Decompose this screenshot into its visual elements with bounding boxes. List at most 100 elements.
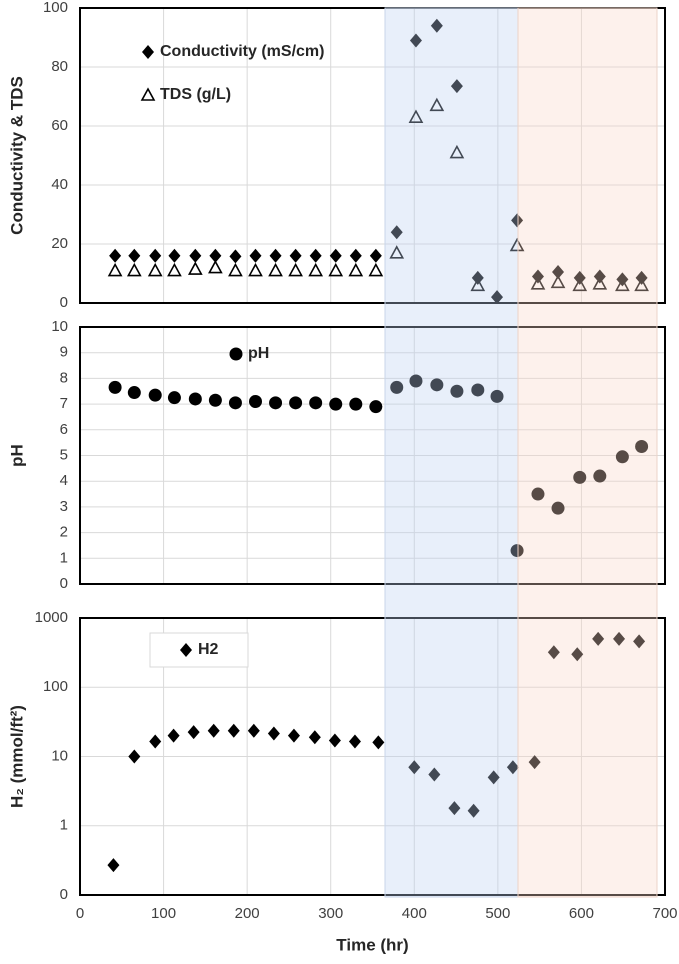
marker <box>108 380 122 394</box>
marker <box>429 97 445 112</box>
y-axis-title: Conductivity & TDS <box>7 76 26 235</box>
marker <box>128 749 141 764</box>
legend-marker <box>180 643 192 657</box>
marker <box>188 392 202 406</box>
marker <box>126 262 142 277</box>
y-tick-label: 8 <box>60 369 68 386</box>
y-tick-label: 40 <box>51 176 68 193</box>
marker <box>592 631 605 646</box>
marker <box>390 380 404 394</box>
y-axis-title: H₂ (mmol/ft²) <box>7 705 26 808</box>
marker <box>470 277 486 292</box>
y-tick-label: 0 <box>60 575 68 592</box>
marker <box>430 378 444 392</box>
marker <box>189 248 202 263</box>
marker <box>167 728 180 743</box>
marker <box>167 262 182 277</box>
y-tick-label: 100 <box>43 678 68 695</box>
marker <box>328 733 341 748</box>
marker <box>368 262 384 277</box>
marker <box>550 274 566 289</box>
marker <box>467 803 480 818</box>
marker <box>228 262 243 277</box>
legend-marker <box>142 45 154 59</box>
marker <box>552 265 565 280</box>
marker <box>448 801 461 816</box>
marker <box>634 277 649 292</box>
plot-frame <box>79 617 666 896</box>
marker <box>408 109 424 123</box>
x-tick-label: 100 <box>151 905 176 922</box>
marker <box>187 261 203 275</box>
y-tick-label: 0 <box>60 886 68 903</box>
marker <box>267 726 280 741</box>
marker <box>491 290 504 305</box>
x-tick-label: 0 <box>76 905 84 922</box>
marker <box>633 634 646 649</box>
marker <box>249 248 262 263</box>
marker <box>227 723 240 738</box>
legend-label: H2 <box>198 641 219 658</box>
marker <box>372 735 385 750</box>
y-tick-label: 6 <box>60 421 68 438</box>
legend-marker <box>229 347 243 361</box>
marker <box>551 501 565 515</box>
marker <box>592 276 608 290</box>
y-tick-label: 5 <box>60 446 68 463</box>
y-tick-label: 0 <box>60 294 68 311</box>
marker <box>506 760 519 775</box>
marker <box>408 760 421 775</box>
phase-shade <box>517 7 658 898</box>
marker <box>167 391 181 405</box>
marker <box>635 440 649 454</box>
legend-label: TDS (g/L) <box>160 86 231 103</box>
marker <box>128 248 141 263</box>
y-tick-label: 1 <box>60 817 68 834</box>
marker <box>349 397 363 411</box>
marker <box>208 259 223 274</box>
marker <box>328 262 344 277</box>
y-tick-label: 60 <box>51 117 68 134</box>
marker <box>593 469 607 483</box>
marker <box>308 730 321 745</box>
y-tick-label: 3 <box>60 498 68 515</box>
marker <box>329 397 343 411</box>
marker <box>487 770 500 785</box>
marker <box>288 262 303 277</box>
x-tick-label: 400 <box>402 905 427 922</box>
marker <box>509 237 525 252</box>
marker <box>510 544 524 558</box>
x-tick-label: 200 <box>235 905 260 922</box>
marker <box>329 248 342 263</box>
y-tick-label: 10 <box>51 318 68 335</box>
marker <box>127 386 141 400</box>
marker <box>389 245 405 259</box>
marker <box>187 725 200 740</box>
marker <box>450 79 463 94</box>
marker <box>287 728 300 743</box>
marker <box>471 383 485 397</box>
marker <box>490 389 504 403</box>
marker <box>348 734 361 749</box>
marker <box>547 645 560 660</box>
marker <box>348 262 364 277</box>
marker <box>269 248 282 263</box>
marker <box>428 767 441 782</box>
y-tick-label: 7 <box>60 395 68 412</box>
legend-box <box>149 632 249 668</box>
x-tick-label: 600 <box>569 905 594 922</box>
marker <box>308 262 324 277</box>
marker <box>107 262 123 277</box>
marker <box>390 225 403 240</box>
marker <box>613 631 626 646</box>
x-tick-label: 700 <box>652 905 677 922</box>
marker <box>309 248 322 263</box>
x-tick-label: 500 <box>485 905 510 922</box>
marker <box>247 723 260 738</box>
marker <box>149 248 162 263</box>
marker <box>209 248 222 263</box>
marker <box>369 248 382 263</box>
y-tick-label: 20 <box>51 235 68 252</box>
marker <box>615 277 630 292</box>
marker <box>229 249 242 264</box>
